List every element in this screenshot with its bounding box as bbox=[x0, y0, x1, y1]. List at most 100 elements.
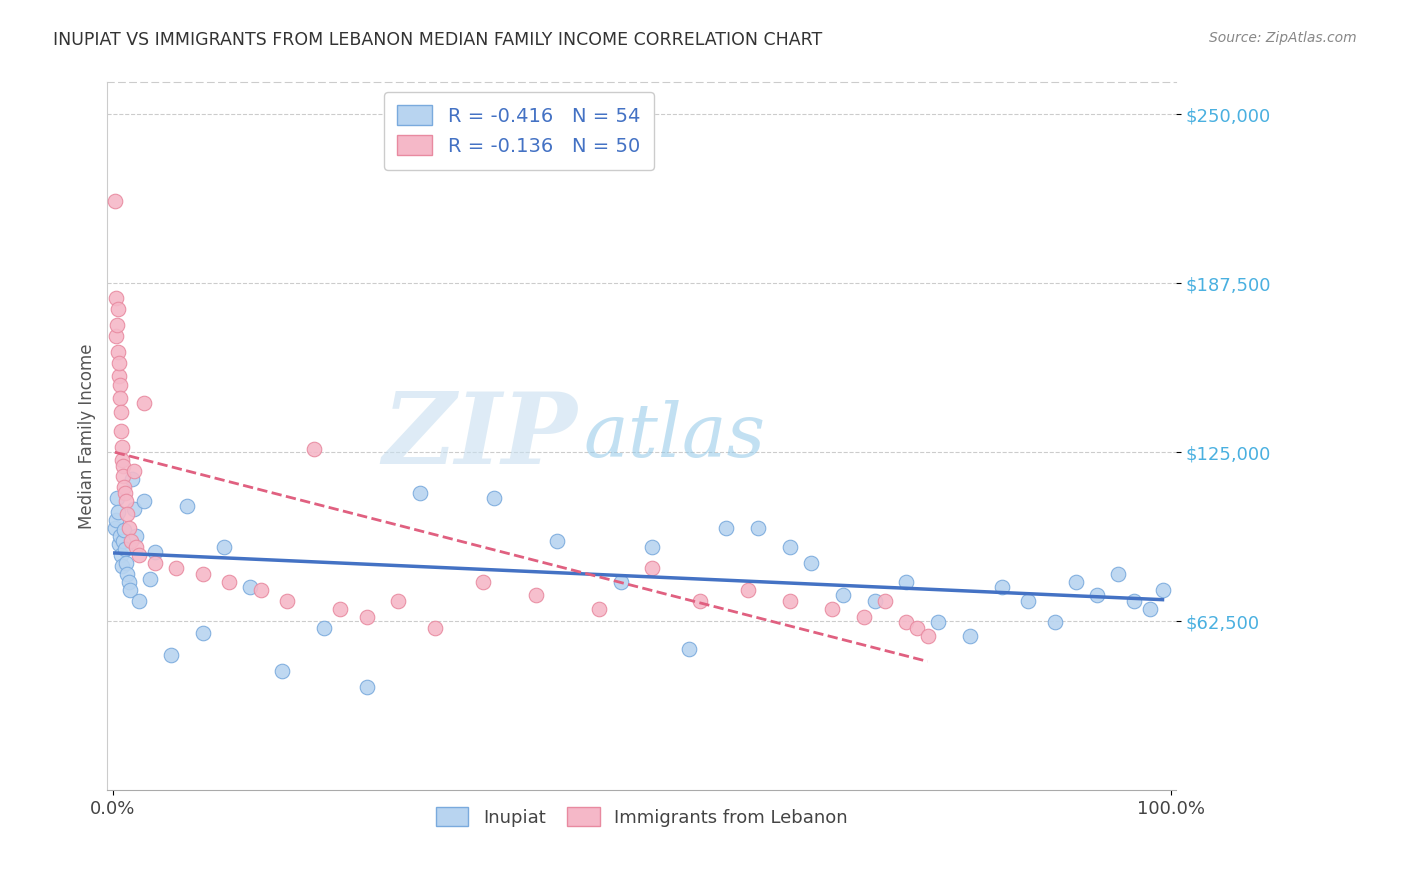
Point bbox=[112, 469, 135, 483]
Point bbox=[1122, 593, 1144, 607]
Point bbox=[110, 548, 132, 562]
Point bbox=[408, 485, 430, 500]
Point bbox=[117, 508, 139, 522]
Point bbox=[108, 356, 131, 370]
Point bbox=[107, 301, 129, 316]
Point bbox=[218, 574, 240, 589]
Point bbox=[105, 318, 128, 332]
Legend: Inupiat, Immigrants from Lebanon: Inupiat, Immigrants from Lebanon bbox=[429, 800, 855, 834]
Point bbox=[107, 345, 129, 359]
Point bbox=[110, 424, 132, 438]
Point bbox=[104, 513, 127, 527]
Point bbox=[863, 593, 886, 607]
Point bbox=[927, 615, 949, 630]
Point bbox=[896, 574, 918, 589]
Point bbox=[118, 582, 141, 597]
Point bbox=[143, 556, 166, 570]
Point bbox=[1064, 574, 1087, 589]
Point bbox=[117, 566, 139, 581]
Point bbox=[125, 540, 148, 554]
Point bbox=[105, 491, 128, 505]
Point bbox=[134, 493, 156, 508]
Point bbox=[1085, 588, 1108, 602]
Point bbox=[108, 537, 131, 551]
Point bbox=[990, 580, 1012, 594]
Point bbox=[1152, 582, 1174, 597]
Point bbox=[115, 493, 138, 508]
Point bbox=[821, 602, 844, 616]
Point bbox=[716, 521, 738, 535]
Point bbox=[104, 194, 127, 208]
Point bbox=[111, 558, 134, 573]
Text: atlas: atlas bbox=[583, 400, 765, 472]
Point bbox=[143, 545, 166, 559]
Text: Source: ZipAtlas.com: Source: ZipAtlas.com bbox=[1209, 31, 1357, 45]
Point bbox=[546, 534, 568, 549]
Point bbox=[107, 505, 129, 519]
Point bbox=[122, 501, 145, 516]
Point bbox=[108, 529, 131, 543]
Text: INUPIAT VS IMMIGRANTS FROM LEBANON MEDIAN FAMILY INCOME CORRELATION CHART: INUPIAT VS IMMIGRANTS FROM LEBANON MEDIA… bbox=[53, 31, 823, 49]
Point bbox=[641, 540, 664, 554]
Point bbox=[276, 593, 298, 607]
Point bbox=[114, 485, 136, 500]
Point bbox=[112, 480, 135, 494]
Point bbox=[387, 593, 409, 607]
Point bbox=[1043, 615, 1066, 630]
Point bbox=[108, 369, 131, 384]
Point bbox=[609, 574, 631, 589]
Point bbox=[356, 680, 378, 694]
Point bbox=[1107, 566, 1129, 581]
Point bbox=[524, 588, 547, 602]
Point bbox=[120, 534, 142, 549]
Point bbox=[356, 610, 378, 624]
Point bbox=[191, 566, 214, 581]
Point bbox=[138, 572, 160, 586]
Point bbox=[117, 521, 139, 535]
Text: ZIP: ZIP bbox=[382, 388, 578, 484]
Point bbox=[121, 472, 143, 486]
Point bbox=[112, 524, 135, 538]
Point bbox=[959, 629, 981, 643]
Point bbox=[896, 615, 918, 630]
Point bbox=[165, 561, 187, 575]
Point bbox=[472, 574, 495, 589]
Point bbox=[832, 588, 855, 602]
Point bbox=[239, 580, 262, 594]
Point bbox=[1017, 593, 1039, 607]
Point bbox=[110, 404, 132, 418]
Point bbox=[250, 582, 273, 597]
Point bbox=[111, 440, 134, 454]
Point bbox=[112, 458, 135, 473]
Point bbox=[125, 529, 148, 543]
Point bbox=[917, 629, 939, 643]
Point bbox=[588, 602, 610, 616]
Point bbox=[875, 593, 897, 607]
Point bbox=[678, 642, 700, 657]
Point bbox=[905, 621, 928, 635]
Point bbox=[122, 464, 145, 478]
Point bbox=[314, 621, 336, 635]
Point bbox=[160, 648, 183, 662]
Point bbox=[800, 556, 823, 570]
Point bbox=[482, 491, 505, 505]
Point bbox=[641, 561, 664, 575]
Y-axis label: Median Family Income: Median Family Income bbox=[79, 343, 96, 529]
Point bbox=[271, 664, 294, 678]
Point bbox=[117, 574, 139, 589]
Point bbox=[747, 521, 769, 535]
Point bbox=[104, 329, 127, 343]
Point bbox=[104, 521, 127, 535]
Point bbox=[1139, 602, 1161, 616]
Point bbox=[104, 291, 127, 305]
Point bbox=[779, 593, 801, 607]
Point bbox=[853, 610, 876, 624]
Point bbox=[128, 593, 150, 607]
Point bbox=[115, 556, 138, 570]
Point bbox=[737, 582, 759, 597]
Point bbox=[689, 593, 711, 607]
Point bbox=[108, 377, 131, 392]
Point bbox=[329, 602, 352, 616]
Point bbox=[779, 540, 801, 554]
Point bbox=[114, 542, 136, 557]
